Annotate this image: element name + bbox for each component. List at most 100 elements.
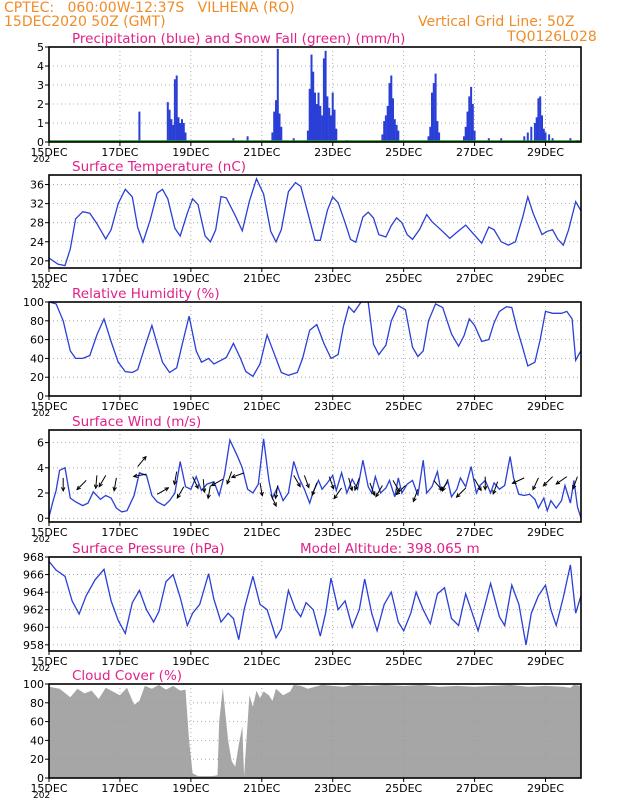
precip-bar	[179, 123, 182, 142]
wind-arrow	[259, 482, 264, 497]
wind-arrow	[433, 480, 443, 492]
precip-bar	[381, 134, 384, 142]
precip-bar	[278, 113, 281, 142]
x-tick-label: 15DEC	[30, 655, 67, 668]
wind-arrow	[474, 478, 482, 492]
precip-bar	[388, 83, 391, 142]
y-tick-label: 0	[37, 390, 44, 403]
precip-bar	[322, 58, 325, 142]
temperature-panel: 20 24 28 32 36 15DEC 17DEC 19DEC 21DEC 23DEC 25DEC…	[30, 159, 582, 291]
x-tick-label: 21DEC	[243, 526, 280, 539]
wind-arrow	[156, 487, 170, 495]
precip-bar	[432, 83, 435, 142]
precip-bar	[333, 109, 336, 142]
x-tick-label: 27DEC	[456, 655, 493, 668]
x-tick-label: 21DEC	[243, 272, 280, 285]
x-tick-label: 23DEC	[314, 782, 351, 795]
precip-bar	[138, 111, 141, 142]
precip-bar	[275, 100, 277, 142]
precip-bar	[330, 115, 332, 142]
precipitation-title: Precipitation (blue) and Snow Fall (gree…	[72, 31, 405, 47]
y-tick-label: 80	[30, 315, 44, 328]
temperature-line	[49, 177, 581, 267]
x-tick-label: 17DEC	[101, 272, 138, 285]
precip-bar	[273, 111, 276, 142]
precip-bar	[319, 105, 322, 142]
precip-bar	[181, 119, 183, 142]
x-tick-label: 21DEC	[243, 655, 280, 668]
x-tick-label: 29DEC	[527, 400, 564, 413]
precip-bar	[390, 75, 393, 142]
precip-bar	[569, 138, 572, 142]
precip-bar	[306, 130, 309, 142]
precip-bar	[523, 136, 526, 142]
run-datetime: 15DEC2020 50Z (GMT)	[4, 14, 166, 30]
wind-arrow	[273, 485, 279, 500]
precip-bar	[537, 98, 540, 142]
x-tick-label: 27DEC	[456, 782, 493, 795]
precip-bar	[310, 54, 313, 142]
precip-bar	[473, 130, 476, 142]
wind-arrow	[60, 477, 66, 493]
wind-arrow	[76, 480, 87, 491]
wind-arrow	[201, 479, 207, 494]
wind-arrow	[542, 476, 553, 487]
pressure-annotation: Model Altitude: 398.065 m	[300, 541, 480, 557]
x-tick-label: 29DEC	[527, 782, 564, 795]
y-tick-label: 958	[23, 639, 44, 652]
wind-arrow	[112, 477, 117, 492]
x-tick-label: 25DEC	[385, 146, 422, 159]
cloud-cover-area	[49, 684, 581, 778]
wind-arrow	[555, 476, 568, 485]
x-tick-label: 29DEC	[527, 272, 564, 285]
precip-bar	[172, 124, 175, 142]
precip-bar	[168, 109, 171, 142]
humidity-title: Relative Humidity (%)	[72, 286, 220, 302]
precip-bar	[530, 126, 533, 142]
y-tick-label: 24	[30, 236, 44, 249]
x-tick-label: 17DEC	[101, 400, 138, 413]
y-tick-label: 962	[23, 604, 44, 617]
precip-bar	[535, 117, 538, 142]
x-tick-label: 23DEC	[314, 146, 351, 159]
precip-bar	[321, 115, 324, 142]
precip-bar	[166, 102, 169, 142]
wind-panel: 0 2 4 6 15DEC 17DEC 19DEC 21DEC 23DEC 25DEC 27DEC 2…	[30, 414, 582, 545]
y-tick-label: 964	[23, 586, 44, 599]
y-tick-label: 100	[23, 678, 44, 691]
precip-bar	[487, 138, 490, 142]
precip-bar	[386, 105, 389, 142]
x-tick-label: 25DEC	[385, 782, 422, 795]
y-tick-label: 20	[30, 753, 44, 766]
wind-arrow	[511, 477, 525, 484]
wind-arrow	[532, 477, 539, 491]
panel-frame	[48, 683, 582, 779]
precip-bar	[548, 134, 551, 142]
wind-arrow	[455, 487, 467, 499]
pressure-line	[49, 560, 581, 646]
y-tick-label: 968	[23, 551, 44, 564]
x-tick-label: 19DEC	[172, 655, 209, 668]
precip-bar	[280, 126, 283, 142]
precip-bar	[533, 123, 536, 142]
precip-bar	[326, 96, 329, 142]
precip-bar	[438, 132, 441, 142]
chart-header: CPTEC: 060:00W-12:37S VILHENA (RO) 15DEC…	[0, 0, 618, 46]
x-tick-label: 19DEC	[172, 146, 209, 159]
x-year-label: 202	[33, 664, 50, 674]
wind-arrow	[354, 477, 360, 492]
wind-arrow	[172, 471, 178, 486]
wind-arrow	[132, 473, 147, 478]
x-tick-label: 19DEC	[172, 782, 209, 795]
panel-frame	[48, 429, 582, 523]
panel-frame	[48, 556, 582, 652]
precip-bar	[471, 104, 474, 142]
precip-bar	[393, 119, 396, 142]
wind-arrow	[328, 476, 335, 490]
precip-bar	[542, 128, 545, 142]
x-tick-label: 23DEC	[314, 526, 351, 539]
x-tick-label: 17DEC	[101, 655, 138, 668]
y-tick-label: 2	[37, 98, 44, 111]
x-tick-label: 29DEC	[527, 146, 564, 159]
